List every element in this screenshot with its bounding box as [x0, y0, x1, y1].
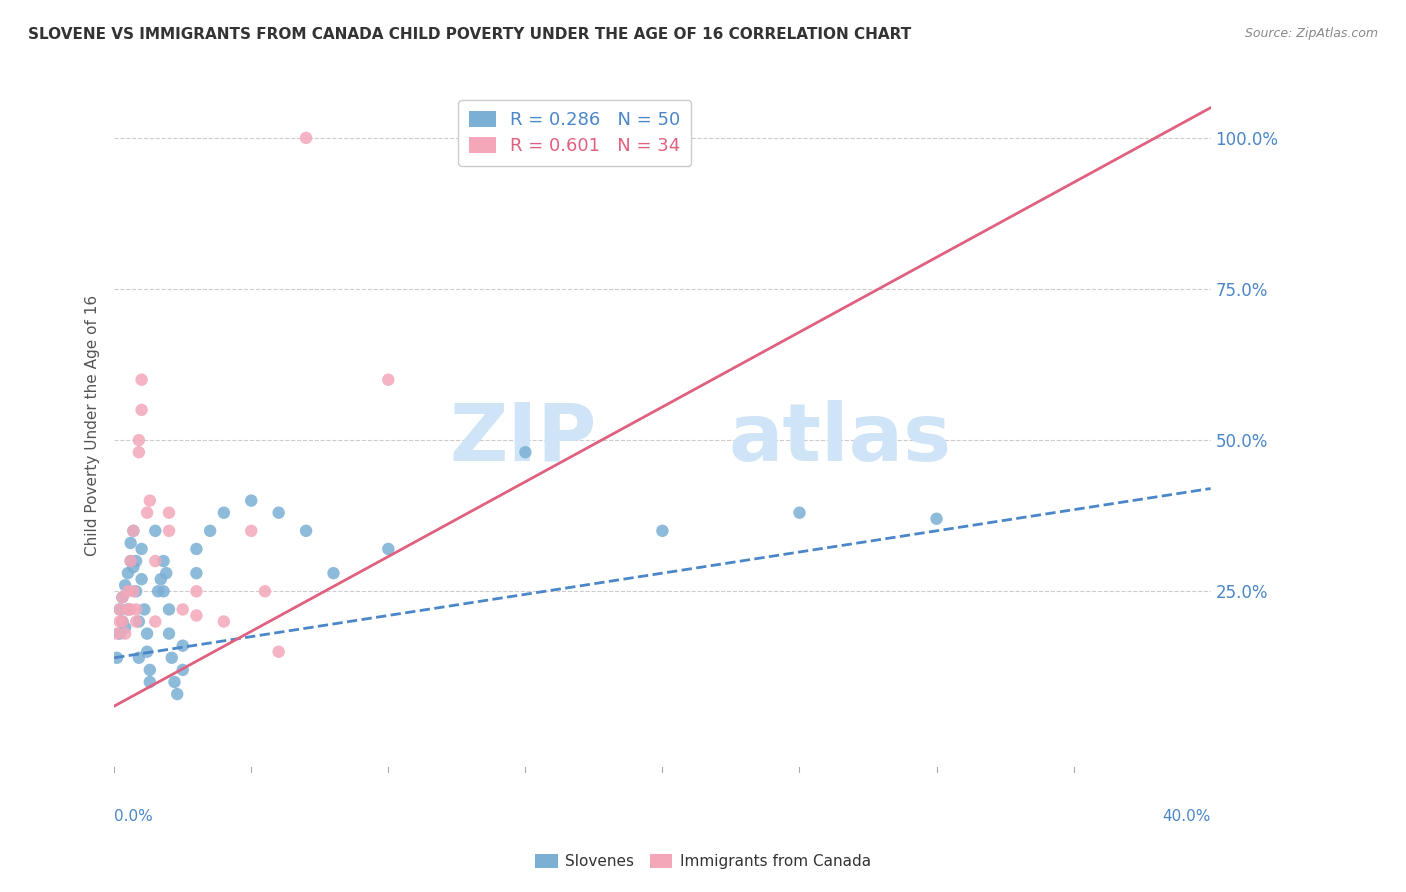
Point — [172, 602, 194, 616]
Point — [120, 554, 142, 568]
Point — [212, 615, 235, 629]
Point — [117, 566, 139, 581]
Point — [267, 645, 290, 659]
Point — [186, 541, 208, 556]
Point — [925, 512, 948, 526]
Point — [198, 524, 221, 538]
Point — [136, 506, 159, 520]
Text: atlas: atlas — [728, 400, 952, 478]
Point — [128, 445, 150, 459]
Point — [651, 524, 673, 538]
Point — [157, 524, 180, 538]
Point — [146, 584, 169, 599]
Point — [152, 554, 174, 568]
Point — [295, 524, 318, 538]
Point — [117, 602, 139, 616]
Point — [125, 615, 148, 629]
Point — [125, 554, 148, 568]
Point — [125, 602, 148, 616]
Point — [139, 675, 162, 690]
Point — [125, 584, 148, 599]
Point — [186, 566, 208, 581]
Point — [108, 602, 131, 616]
Point — [152, 584, 174, 599]
Point — [322, 566, 344, 581]
Point — [111, 615, 134, 629]
Text: Source: ZipAtlas.com: Source: ZipAtlas.com — [1244, 27, 1378, 40]
Point — [128, 650, 150, 665]
Point — [122, 524, 145, 538]
Point — [172, 639, 194, 653]
Point — [128, 433, 150, 447]
Point — [143, 524, 166, 538]
Point — [105, 650, 128, 665]
Point — [120, 554, 142, 568]
Point — [120, 602, 142, 616]
Point — [149, 572, 172, 586]
Point — [240, 493, 263, 508]
Text: 40.0%: 40.0% — [1163, 809, 1211, 824]
Point — [212, 506, 235, 520]
Point — [157, 506, 180, 520]
Point — [253, 584, 276, 599]
Point — [166, 687, 188, 701]
Point — [111, 591, 134, 605]
Point — [172, 663, 194, 677]
Point — [136, 645, 159, 659]
Point — [143, 615, 166, 629]
Text: ZIP: ZIP — [450, 400, 596, 478]
Point — [515, 445, 537, 459]
Point — [157, 602, 180, 616]
Point — [157, 626, 180, 640]
Point — [114, 621, 136, 635]
Point — [114, 626, 136, 640]
Point — [114, 578, 136, 592]
Point — [131, 373, 153, 387]
Point — [108, 626, 131, 640]
Point — [377, 541, 399, 556]
Legend: R = 0.286   N = 50, R = 0.601   N = 34: R = 0.286 N = 50, R = 0.601 N = 34 — [458, 101, 692, 166]
Point — [143, 554, 166, 568]
Point — [128, 615, 150, 629]
Point — [122, 584, 145, 599]
Point — [131, 572, 153, 586]
Point — [295, 131, 318, 145]
Point — [789, 506, 811, 520]
Point — [105, 626, 128, 640]
Point — [131, 541, 153, 556]
Point — [136, 626, 159, 640]
Point — [139, 493, 162, 508]
Point — [186, 584, 208, 599]
Point — [117, 584, 139, 599]
Text: 0.0%: 0.0% — [114, 809, 153, 824]
Point — [240, 524, 263, 538]
Point — [139, 663, 162, 677]
Point — [160, 650, 183, 665]
Point — [131, 403, 153, 417]
Point — [267, 506, 290, 520]
Point — [377, 373, 399, 387]
Point — [134, 602, 156, 616]
Point — [651, 131, 673, 145]
Point — [186, 608, 208, 623]
Point — [122, 560, 145, 574]
Point — [111, 591, 134, 605]
Legend: Slovenes, Immigrants from Canada: Slovenes, Immigrants from Canada — [529, 848, 877, 875]
Point — [117, 602, 139, 616]
Point — [108, 602, 131, 616]
Y-axis label: Child Poverty Under the Age of 16: Child Poverty Under the Age of 16 — [86, 294, 100, 556]
Point — [108, 615, 131, 629]
Point — [111, 615, 134, 629]
Point — [120, 536, 142, 550]
Point — [155, 566, 177, 581]
Text: SLOVENE VS IMMIGRANTS FROM CANADA CHILD POVERTY UNDER THE AGE OF 16 CORRELATION : SLOVENE VS IMMIGRANTS FROM CANADA CHILD … — [28, 27, 911, 42]
Point — [122, 524, 145, 538]
Point — [163, 675, 186, 690]
